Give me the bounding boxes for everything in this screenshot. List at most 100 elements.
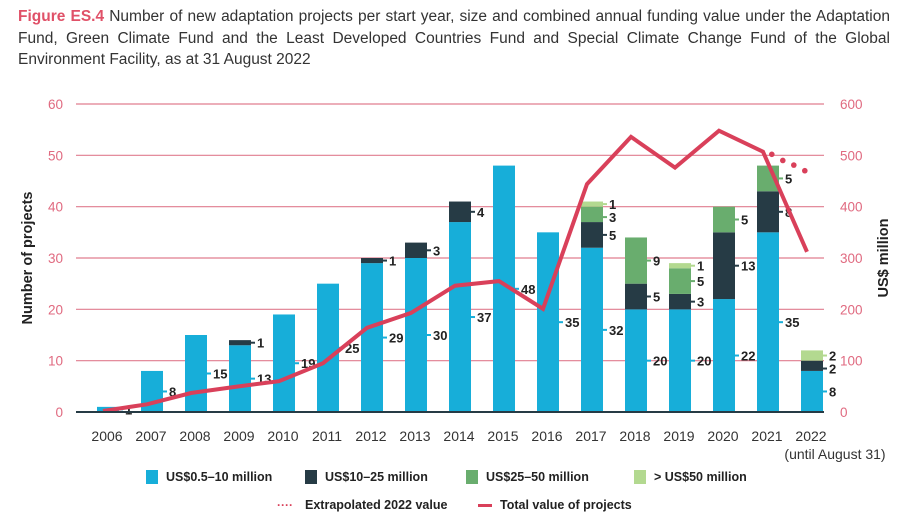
bar-value-label: 29	[389, 331, 403, 346]
bar-value-label: 1	[257, 336, 264, 351]
bar-segment	[361, 263, 383, 412]
bar-segment	[581, 201, 603, 207]
x-tick-label: 2018	[619, 428, 650, 444]
bar-value-label: 30	[433, 328, 447, 343]
bar-value-label: 22	[741, 349, 755, 364]
bar-segment	[449, 201, 471, 223]
y2-tick-label: 500	[840, 148, 863, 163]
bar-segment	[625, 237, 647, 284]
bar-value-label: 9	[653, 254, 660, 269]
figure-label: Figure ES.4	[18, 8, 105, 25]
x-tick-label: 2014	[443, 428, 474, 444]
x-tick-label: 2010	[267, 428, 298, 444]
x-tick-label: 2011	[312, 428, 342, 444]
y2-tick-label: 600	[840, 97, 863, 112]
extrapolated-dot	[791, 162, 797, 168]
legend-label: > US$50 million	[654, 470, 747, 484]
x-tick-label: 2016	[531, 428, 562, 444]
y-tick-label: 20	[48, 302, 63, 317]
line-icon	[478, 503, 492, 507]
bar-segment	[669, 268, 691, 294]
y-tick-label: 40	[48, 200, 63, 215]
legend-label: US$0.5–10 million	[166, 470, 273, 484]
legend-label: Extrapolated 2022 value	[305, 498, 448, 512]
legend-swatch	[305, 470, 317, 484]
x-tick-label: 2008	[179, 428, 210, 444]
x-tick-label: 2013	[399, 428, 430, 444]
bar-value-label: 5	[741, 213, 748, 228]
bar-segment	[669, 263, 691, 269]
figure-caption-text: Number of new adaptation projects per st…	[18, 8, 890, 68]
legend-item-s1: US$0.5–10 million	[146, 470, 272, 484]
bar-value-label: 20	[697, 354, 711, 369]
bar-segment	[405, 258, 427, 412]
legend-item-total-value: Total value of projects	[478, 498, 632, 512]
legend-item-s3: US$25–50 million	[466, 470, 589, 484]
x-tick-label: 2022	[795, 428, 826, 444]
bar-segment	[801, 370, 823, 412]
bar-value-label: 5	[653, 290, 660, 305]
bar-segment	[581, 247, 603, 412]
x-tick-label: 2021	[751, 428, 782, 444]
bar-segment	[273, 314, 295, 412]
legend-item-s2: US$10–25 million	[305, 470, 428, 484]
bar-segment	[581, 222, 603, 248]
bar-value-label: 4	[477, 205, 485, 220]
bar-value-label: 2	[829, 349, 836, 364]
y2-tick-label: 0	[840, 405, 848, 420]
bar-segment	[361, 258, 383, 264]
bar-value-label: 37	[477, 310, 491, 325]
bar-value-label: 3	[433, 243, 440, 258]
bar-segment	[229, 340, 251, 346]
legend-swatch	[146, 470, 158, 484]
bar-segment	[537, 232, 559, 412]
bar-value-label: 8	[829, 384, 836, 399]
y-tick-label: 0	[55, 405, 63, 420]
y-tick-label: 30	[48, 251, 63, 266]
x-tick-label: 2009	[223, 428, 254, 444]
axes: 0 0 10 100 20 200 30 300 40 400 50 500 60 600 2006 2007…	[48, 97, 886, 462]
bar-value-label: 1	[697, 259, 704, 274]
x-tick-label: 2006	[91, 428, 122, 444]
y2-tick-label: 200	[840, 302, 863, 317]
y-tick-label: 60	[48, 97, 63, 112]
bar-value-label: 5	[697, 274, 704, 289]
bar-segment	[669, 309, 691, 412]
bar-value-label: 2	[829, 362, 836, 377]
bar-value-label: 1	[389, 254, 396, 269]
bar-value-label: 13	[741, 259, 755, 274]
bar-value-label: 20	[653, 354, 667, 369]
bar-segment	[493, 165, 515, 412]
bar-value-label: 3	[609, 210, 616, 225]
legend-label: Total value of projects	[500, 498, 632, 512]
x-tick-label: 2020	[707, 428, 738, 444]
x-tick-label: 2017	[575, 428, 606, 444]
bar-value-label: 32	[609, 323, 623, 338]
total-value-line	[102, 128, 809, 413]
bar-value-label: 48	[521, 282, 535, 297]
dotted-line-icon: ····	[277, 498, 293, 512]
bar-segment	[405, 242, 427, 258]
x-tick-note: (until August 31)	[784, 446, 885, 462]
x-tick-label: 2007	[135, 428, 166, 444]
legend-swatch	[634, 470, 646, 484]
extrapolated-dot	[802, 167, 808, 174]
legend-item-extrapolated: ···· Extrapolated 2022 value	[277, 498, 447, 512]
bar-value-label: 35	[785, 315, 799, 330]
y2-axis-label: US$ million	[876, 219, 892, 298]
legend-label: US$10–25 million	[325, 470, 428, 484]
bar-segment	[713, 232, 735, 300]
legend-item-s4: > US$50 million	[634, 470, 747, 484]
y-tick-label: 10	[48, 354, 63, 369]
total-value-line-group	[102, 128, 809, 413]
x-tick-label: 2012	[355, 428, 386, 444]
bar-value-label: 3	[697, 295, 704, 310]
extrapolated-dot	[769, 151, 775, 158]
bar-segment	[757, 232, 779, 412]
bar-segment	[449, 222, 471, 412]
bar-value-label: 15	[213, 367, 227, 382]
x-tick-label: 2015	[487, 428, 518, 444]
bar-segment	[185, 335, 207, 412]
